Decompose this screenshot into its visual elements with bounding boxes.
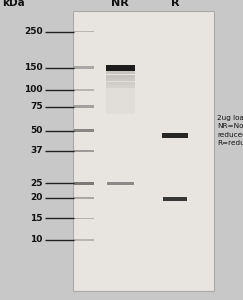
Text: 75: 75: [30, 102, 43, 111]
Text: 50: 50: [30, 126, 43, 135]
Text: R: R: [171, 0, 179, 8]
Text: 2ug loading
NR=Non-
reduced
R=reduced: 2ug loading NR=Non- reduced R=reduced: [217, 115, 243, 146]
Bar: [162, 133, 188, 138]
Bar: [74, 66, 94, 69]
Bar: [73, 11, 214, 291]
Text: kDa: kDa: [2, 0, 25, 8]
Bar: [74, 197, 94, 199]
Text: 20: 20: [30, 194, 43, 202]
Text: 100: 100: [24, 85, 43, 94]
Bar: [106, 71, 135, 74]
Text: NR: NR: [111, 0, 129, 8]
Bar: [106, 82, 135, 85]
Bar: [74, 182, 94, 184]
Text: 150: 150: [24, 63, 43, 72]
Text: 10: 10: [30, 236, 43, 244]
Text: 25: 25: [30, 178, 43, 188]
Bar: [74, 129, 94, 132]
Bar: [106, 85, 135, 88]
Text: 37: 37: [30, 146, 43, 155]
Text: 15: 15: [30, 214, 43, 223]
Bar: [106, 64, 135, 70]
Bar: [163, 197, 187, 200]
Bar: [74, 239, 94, 241]
Bar: [106, 75, 135, 114]
Bar: [74, 31, 94, 32]
Text: 250: 250: [24, 27, 43, 36]
Bar: [106, 75, 135, 78]
Bar: [74, 150, 94, 152]
Bar: [74, 218, 94, 219]
Bar: [107, 182, 134, 184]
Bar: [106, 78, 135, 81]
Bar: [74, 89, 94, 91]
Bar: [74, 105, 94, 107]
